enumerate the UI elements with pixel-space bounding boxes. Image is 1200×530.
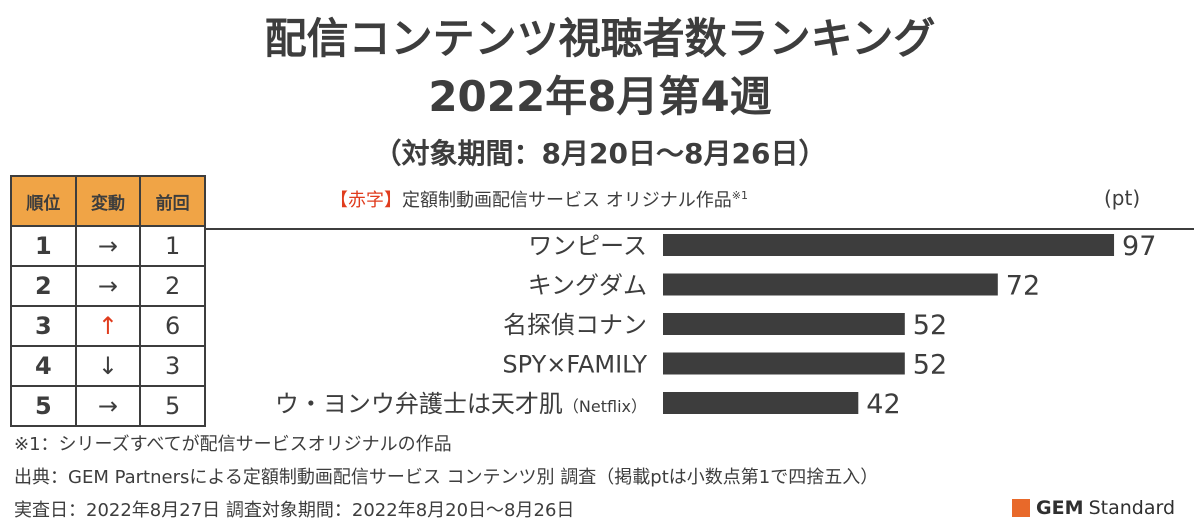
table-row: 3 ↑ 6 bbox=[10, 305, 206, 347]
rank-cell: 3 bbox=[10, 305, 77, 347]
ranking-table: 順位 変動 前回 1 → 1 2 → 2 3 ↑ 6 4 ↓ 3 5 → 5 bbox=[10, 175, 206, 427]
header-divider bbox=[206, 228, 1194, 230]
legend-close-bracket: 】 bbox=[384, 190, 402, 211]
table-row: 2 → 2 bbox=[10, 265, 206, 307]
logo-text: Standard bbox=[1088, 497, 1176, 519]
change-cell: ↓ bbox=[74, 345, 142, 387]
source-note: 出典：GEM Partnersによる定額制動画配信サービス コンテンツ別 調査（… bbox=[14, 467, 879, 488]
bar bbox=[663, 392, 859, 414]
ranking-table-header: 順位 変動 前回 bbox=[10, 175, 206, 227]
bar-chart: 97 ワンピース 72 キングダム 52 名探偵コナン 52 SPY×FAMILY 42 ウ・ヨン… bbox=[275, 231, 1157, 420]
change-cell: → bbox=[74, 385, 142, 427]
gem-standard-logo: GEM Standard bbox=[1012, 497, 1175, 521]
header-change: 変動 bbox=[74, 175, 142, 227]
rank-cell: 4 bbox=[10, 345, 77, 387]
bar bbox=[663, 273, 998, 296]
category-label: ウ・ヨンウ弁護士は天才肌（Netflix） bbox=[275, 390, 647, 418]
logo-text-bold: GEM bbox=[1036, 497, 1084, 519]
bar-value-label: 42 bbox=[866, 389, 900, 420]
change-cell: → bbox=[74, 225, 142, 267]
header-rank: 順位 bbox=[10, 175, 77, 227]
previous-rank-cell: 5 bbox=[139, 385, 206, 427]
logo-mark-icon bbox=[1012, 499, 1030, 517]
legend-note-mark: ※1 bbox=[731, 189, 748, 202]
category-label: ワンピース bbox=[528, 232, 647, 260]
bar bbox=[663, 313, 905, 335]
previous-rank-cell: 1 bbox=[139, 225, 206, 267]
footnote: ※1：シリーズすべてが配信サービスオリジナルの作品 bbox=[14, 434, 452, 455]
legend-red-text: 赤字 bbox=[348, 190, 384, 211]
bar-value-label: 52 bbox=[913, 350, 947, 381]
previous-rank-cell: 3 bbox=[139, 345, 206, 387]
bar-value-label: 72 bbox=[1006, 271, 1040, 302]
category-label: SPY×FAMILY bbox=[502, 351, 647, 379]
bar-value-label: 97 bbox=[1122, 231, 1156, 262]
change-cell: → bbox=[74, 265, 142, 307]
category-label: 名探偵コナン bbox=[503, 311, 647, 339]
rank-cell: 2 bbox=[10, 265, 77, 307]
rank-cell: 5 bbox=[10, 385, 77, 427]
legend-open-bracket: 【 bbox=[330, 190, 348, 211]
legend-text: 定額制動画配信サービス オリジナル作品 bbox=[402, 190, 732, 211]
bar bbox=[663, 352, 905, 375]
rank-cell: 1 bbox=[10, 225, 77, 267]
survey-date-note: 実査日：2022年8月27日 調査対象期間：2022年8月20日〜8月26日 bbox=[14, 500, 575, 521]
chart-subtitle-period: （対象期間：8月20日〜8月26日） bbox=[373, 137, 827, 170]
header-previous: 前回 bbox=[139, 175, 206, 227]
table-row: 4 ↓ 3 bbox=[10, 345, 206, 387]
legend: 【赤字】定額制動画配信サービス オリジナル作品※1 bbox=[330, 186, 748, 212]
bar-value-label: 52 bbox=[913, 310, 947, 341]
change-cell: ↑ bbox=[74, 305, 142, 347]
previous-rank-cell: 2 bbox=[139, 265, 206, 307]
chart-subtitle-week: 2022年8月第4週 bbox=[428, 72, 772, 121]
chart-title: 配信コンテンツ視聴者数ランキング bbox=[264, 14, 936, 63]
table-row: 1 → 1 bbox=[10, 225, 206, 267]
category-label: キングダム bbox=[528, 272, 647, 300]
category-label-suffix: （Netflix） bbox=[563, 397, 647, 416]
previous-rank-cell: 6 bbox=[139, 305, 206, 347]
table-row: 5 → 5 bbox=[10, 385, 206, 427]
unit-label: (pt) bbox=[1104, 186, 1141, 210]
bar bbox=[663, 234, 1115, 256]
